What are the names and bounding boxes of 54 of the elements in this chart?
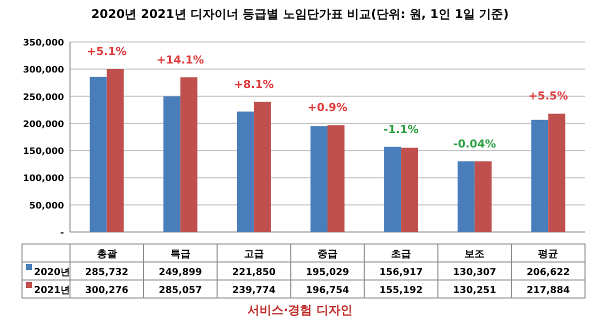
y-tick-label: 250,000	[23, 92, 64, 103]
data-label: 285,732	[85, 267, 128, 278]
data-label: 195,029	[306, 267, 350, 278]
y-tick-label: 150,000	[23, 147, 64, 158]
data-label: 130,307	[453, 267, 496, 278]
y-tick-label: 350,000	[23, 38, 64, 48]
bar	[163, 96, 180, 232]
x-tick-label: 평균	[538, 249, 558, 260]
data-label: 155,192	[379, 285, 423, 296]
data-label: 196,754	[306, 285, 350, 296]
data-label: 217,884	[526, 285, 570, 296]
data-label: 130,251	[453, 285, 496, 296]
annotation: +5.5%	[528, 90, 568, 103]
x-tick-label: 고급	[244, 249, 264, 260]
bar	[254, 102, 271, 232]
legend-label: 2020년	[34, 267, 70, 278]
x-tick-label: 총괄	[96, 249, 117, 260]
y-tick-label: 200,000	[23, 120, 64, 130]
bar	[384, 146, 402, 232]
bar	[401, 148, 418, 232]
annotation: +8.1%	[234, 78, 274, 91]
bar	[90, 76, 107, 232]
bar	[548, 114, 566, 232]
bar	[458, 161, 475, 232]
annotation: -0.04%	[453, 137, 496, 150]
y-tick-label: 50,000	[29, 201, 64, 212]
data-label: 156,917	[379, 267, 423, 278]
data-label: 300,276	[85, 285, 129, 296]
x-tick-label: 중급	[318, 249, 338, 260]
bar	[236, 112, 254, 232]
data-label: 206,622	[526, 267, 570, 278]
data-label: 285,057	[158, 285, 202, 296]
y-tick-label: -	[60, 228, 64, 238]
data-label: 249,899	[158, 267, 202, 278]
x-tick-label: 보조	[464, 249, 485, 260]
bar	[310, 126, 328, 232]
data-label: 239,774	[232, 285, 276, 296]
x-tick-label: 초급	[391, 249, 412, 260]
bar	[328, 125, 344, 232]
x-tick-label: 특급	[170, 249, 190, 260]
chart-title: 2020년 2021년 디자이너 등급별 노임단가표 비교(단위: 원, 1인 1일 기준)	[91, 7, 509, 21]
annotation: +0.9%	[308, 101, 348, 114]
y-tick-label: 300,000	[23, 66, 64, 76]
annotation: -1.1%	[384, 122, 419, 136]
annotation: +5.1%	[86, 44, 127, 58]
data-label: 221,850	[232, 267, 276, 278]
legend-label: 2021년	[34, 285, 70, 296]
y-tick-label: 100,000	[23, 174, 64, 184]
annotation: +14.1%	[156, 53, 204, 66]
text: 서비스·경험 디자인	[248, 303, 352, 317]
bar	[531, 120, 548, 232]
bar	[180, 77, 198, 232]
bar	[106, 68, 124, 232]
bar	[474, 161, 492, 232]
